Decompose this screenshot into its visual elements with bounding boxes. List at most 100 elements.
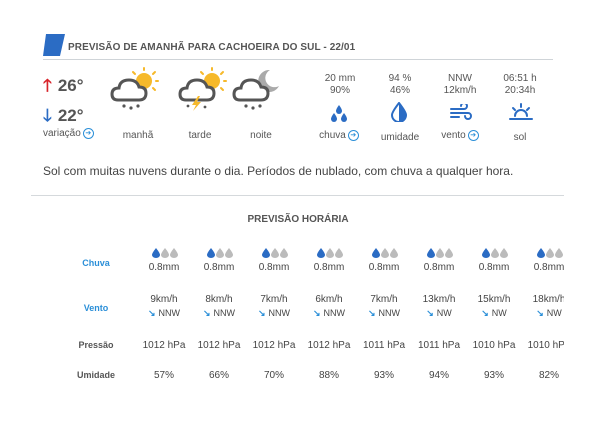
rain-drops-icon: [152, 248, 178, 258]
hour-wind-speed: 13km/h: [422, 294, 456, 305]
wind-link[interactable]: vento ➔: [428, 130, 492, 141]
wind-arrow-icon: ↘: [536, 308, 544, 318]
max-temp-value: 26°: [57, 76, 84, 95]
hour-rain: 0.8mm: [313, 262, 345, 273]
hour-pressure: 1012 hPa: [197, 340, 241, 351]
hour-column: 0.8mm 9km/h ↘ NNW 1012 hPa 57%: [138, 246, 193, 386]
hour-humidity: 57%: [153, 370, 174, 381]
hour-wind-dir-label: NW: [436, 308, 452, 318]
wind-stat: NNW 12km/h: [430, 73, 490, 97]
hour-column: 0.8mm 15km/h ↘ NW 1010 hPa 93%: [468, 246, 523, 386]
hour-rain: 0.8mm: [148, 262, 180, 273]
hour-wind-speed: 18km/h: [532, 294, 564, 305]
hour-wind-dir-label: NW: [546, 308, 562, 318]
hour-wind-dir: ↘ NNW: [138, 308, 190, 319]
hour-pressure: 1011 hPa: [362, 340, 406, 351]
hour-wind-dir: ↘ NNW: [303, 308, 355, 319]
hourly-columns: 0.8mm 9km/h ↘ NNW 1012 hPa 57% 0.8mm 8km/…: [138, 246, 564, 386]
forecast-description: Sol com muitas nuvens durante o dia. Per…: [43, 164, 514, 178]
min-temp-value: 22°: [57, 106, 84, 125]
hour-column: 0.8mm 18km/h ↘NW 1010 hPa 82%: [523, 246, 564, 386]
rain-drops-icon: [262, 248, 288, 258]
cloud-moon-rain-icon: [232, 69, 279, 110]
hour-wind-dir-label: NNW: [378, 308, 401, 318]
min-temperature: 🡓 22°: [43, 103, 84, 132]
wind-icon: [450, 104, 472, 120]
hour-wind-dir-label: NW: [491, 308, 507, 318]
cloud-sun-rain-icon: [110, 67, 159, 110]
humidity-min: 46%: [389, 85, 410, 96]
humidity-max: 94 %: [388, 73, 412, 84]
hour-column: 0.8mm 7km/h ↘ NNW 1012 hPa 70%: [248, 246, 303, 386]
hour-wind-dir: ↘ NNW: [358, 308, 410, 319]
sunrise-time: 06:51 h: [503, 73, 537, 84]
hour-wind-dir-label: NNW: [323, 308, 346, 318]
header-accent-icon: [43, 34, 65, 56]
rain-info-icon[interactable]: ➔: [347, 130, 359, 141]
rain-probability: 90%: [329, 85, 350, 96]
humidity-drop-icon: [391, 102, 407, 122]
wind-info-icon[interactable]: ➔: [467, 130, 479, 141]
page-title: PREVISÃO DE AMANHÃ PARA CACHOEIRA DO SUL…: [68, 42, 356, 53]
period-afternoon-label: tarde: [188, 130, 212, 141]
hour-wind-dir-label: NNW: [268, 308, 291, 318]
period-night-label: noite: [250, 130, 272, 141]
variation-link[interactable]: variação ➔: [43, 128, 94, 139]
hour-rain: 0.8mm: [423, 262, 455, 273]
hour-pressure: 1012 hPa: [252, 340, 296, 351]
hour-rain: 0.8mm: [203, 262, 235, 273]
hourly-title: PREVISÃO HORÁRIA: [247, 214, 349, 225]
hour-wind-speed: 7km/h: [260, 294, 288, 305]
hour-pressure: 1011 hPa: [417, 340, 461, 351]
hour-column: 0.8mm 8km/h ↘ NNW 1012 hPa 66%: [193, 246, 248, 386]
hour-wind-dir: ↘ NW: [413, 308, 465, 319]
raindrops-icon: [331, 105, 347, 122]
hour-rain: 0.8mm: [258, 262, 290, 273]
rain-drops-icon: [372, 248, 398, 258]
forecast-header: PREVISÃO DE AMANHÃ PARA CACHOEIRA DO SUL…: [43, 33, 553, 60]
wind-arrow-icon: ↘: [481, 308, 489, 318]
arrow-down-icon: 🡓: [43, 106, 52, 125]
hour-wind-speed: 6km/h: [315, 294, 343, 305]
row-label-wind[interactable]: Vento: [83, 303, 109, 313]
hour-rain: 0.8mm: [368, 262, 400, 273]
rain-drops-icon: [537, 248, 563, 258]
hour-wind-dir: ↘ NNW: [248, 308, 300, 319]
sunrise-icon: [509, 103, 533, 120]
info-arrow-icon[interactable]: ➔: [82, 128, 94, 139]
section-divider: [31, 195, 564, 196]
hour-humidity: 93%: [373, 370, 394, 381]
wind-arrow-icon: ↘: [367, 308, 376, 318]
hour-pressure: 1010 hPa: [527, 340, 564, 351]
hour-column: 0.8mm 13km/h ↘ NW 1011 hPa 94%: [413, 246, 468, 386]
rain-drops-icon: [427, 248, 453, 258]
rain-amount: 20 mm: [324, 73, 356, 84]
wind-speed: 12km/h: [443, 85, 477, 96]
rain-link[interactable]: chuva ➔: [307, 130, 371, 141]
hour-humidity: 70%: [263, 370, 284, 381]
hour-humidity: 94%: [428, 370, 449, 381]
hour-wind-speed: 7km/h: [370, 294, 398, 305]
wind-arrow-icon: ↘: [312, 308, 321, 318]
sunset-time: 20:34h: [504, 85, 536, 96]
rain-stat: 20 mm 90%: [310, 73, 370, 97]
hour-column: 0.8mm 7km/h ↘ NNW 1011 hPa 93%: [358, 246, 413, 386]
hour-wind-dir: ↘ NNW: [193, 308, 245, 319]
row-label-rain[interactable]: Chuva: [82, 258, 110, 268]
rain-label: chuva: [319, 130, 346, 142]
rain-drops-icon: [207, 248, 233, 258]
wind-arrow-icon: ↘: [147, 308, 156, 318]
hour-humidity: 88%: [318, 370, 339, 381]
humidity-label: umidade: [380, 132, 420, 143]
hour-wind-dir: ↘ NW: [468, 308, 520, 319]
wind-label: vento: [441, 130, 466, 142]
hour-wind-dir: ↘ NW: [523, 308, 564, 319]
variation-label: variação: [43, 128, 81, 140]
hour-wind-speed: 9km/h: [150, 294, 178, 305]
wind-arrow-icon: ↘: [426, 308, 434, 318]
hour-humidity: 66%: [208, 370, 229, 381]
sun-label: sol: [513, 132, 527, 143]
hour-pressure: 1012 hPa: [142, 340, 186, 351]
humidity-stat: 94 % 46%: [370, 73, 430, 97]
hour-humidity: 93%: [483, 370, 504, 381]
